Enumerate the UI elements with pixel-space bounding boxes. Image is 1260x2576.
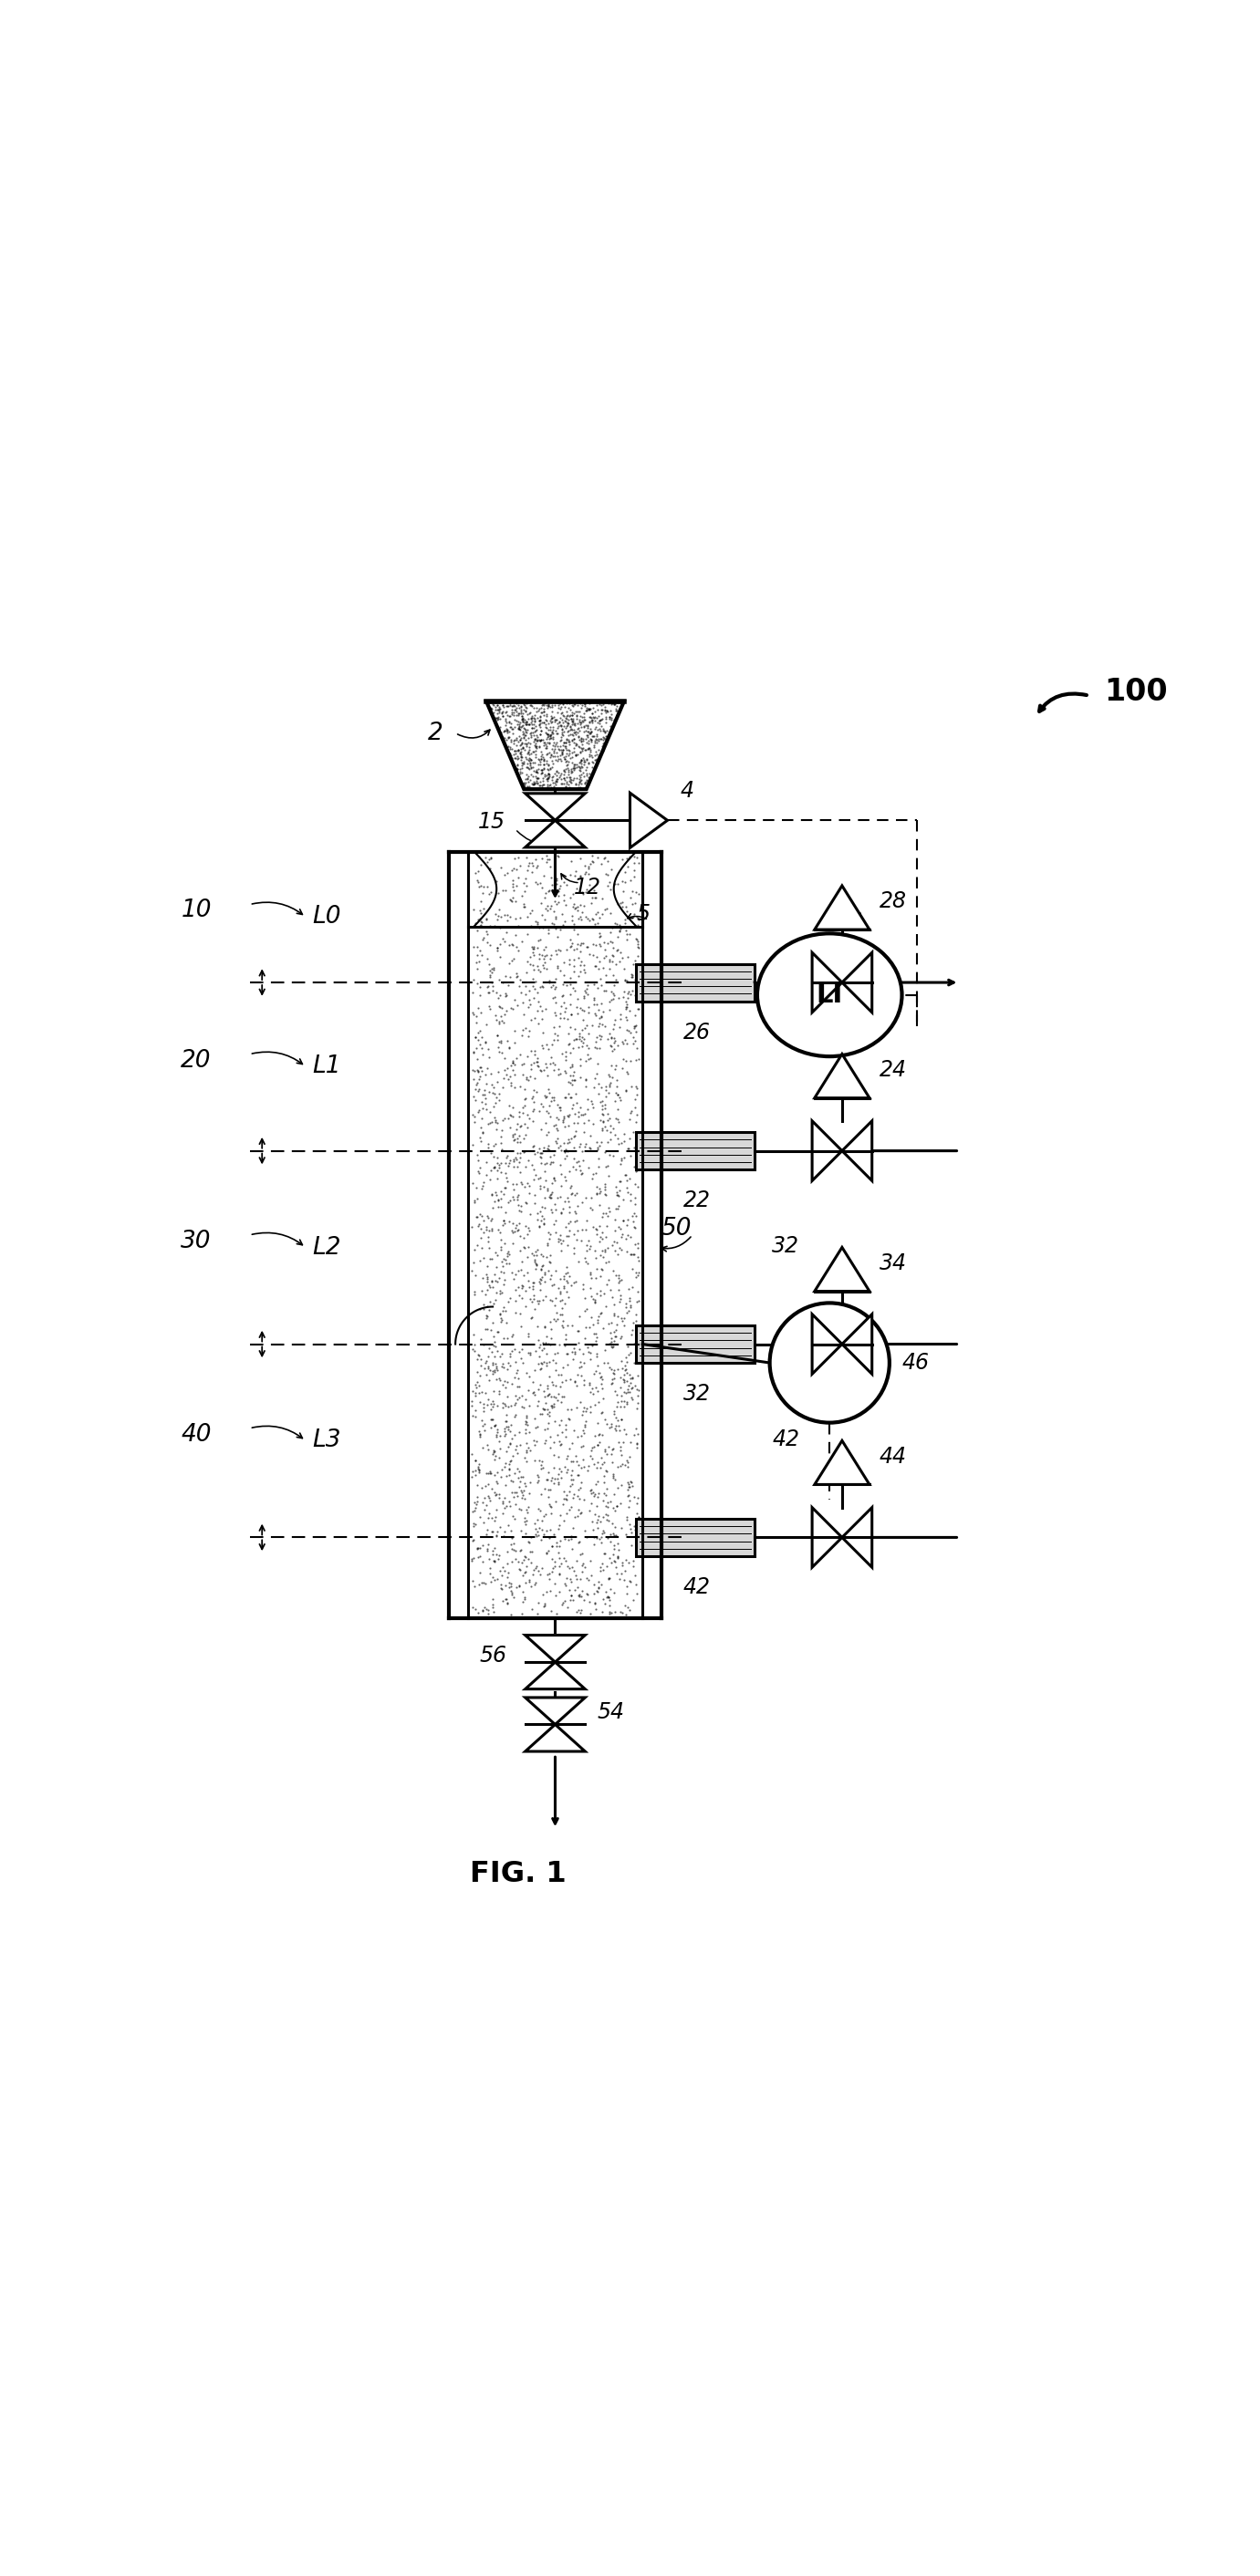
Polygon shape [525,819,585,848]
Polygon shape [815,886,869,930]
Text: 44: 44 [879,1445,907,1468]
Polygon shape [525,1723,585,1752]
Text: FIG. 1: FIG. 1 [470,1860,566,1888]
Polygon shape [842,1314,872,1373]
Polygon shape [842,1121,872,1180]
Text: 32: 32 [683,1383,711,1404]
Bar [636,1327,755,1363]
Polygon shape [525,1698,585,1723]
Bar [636,1131,755,1170]
Text: L0: L0 [312,904,340,930]
Text: 45: 45 [810,1363,837,1386]
Polygon shape [813,1121,842,1180]
Text: 30: 30 [181,1229,212,1252]
Text: 26: 26 [683,1023,711,1043]
Polygon shape [630,793,668,848]
Polygon shape [525,1636,585,1662]
Text: 28: 28 [879,891,907,912]
Polygon shape [813,953,842,1012]
Text: 46: 46 [902,1352,930,1373]
Text: 50: 50 [662,1216,692,1242]
Bar [636,963,755,1002]
Text: 2: 2 [427,721,444,744]
Text: 34: 34 [879,1252,907,1275]
Text: 22: 22 [683,1190,711,1211]
Text: 5: 5 [636,904,650,925]
Text: 56: 56 [479,1646,507,1667]
Text: 10: 10 [181,899,212,922]
Text: 42: 42 [683,1577,711,1597]
Polygon shape [813,1314,842,1373]
Polygon shape [842,953,872,1012]
Polygon shape [525,1662,585,1690]
Text: L1: L1 [312,1054,340,1079]
Polygon shape [813,1507,842,1566]
Polygon shape [815,1054,869,1097]
Text: L2: L2 [312,1236,340,1260]
Polygon shape [525,793,585,819]
Ellipse shape [770,1303,890,1422]
Text: 40: 40 [181,1422,212,1445]
Bar [643,853,662,1618]
Polygon shape [815,1247,869,1291]
Text: 15: 15 [478,811,505,832]
Text: 4: 4 [680,781,693,801]
Bar [449,853,467,1618]
Text: 12: 12 [573,876,601,899]
Polygon shape [842,1507,872,1566]
Text: 16: 16 [835,912,863,933]
Text: 24: 24 [879,1059,907,1082]
Text: L3: L3 [312,1430,340,1453]
Text: 20: 20 [181,1048,212,1072]
Ellipse shape [757,933,902,1056]
Text: 42: 42 [772,1427,800,1450]
Polygon shape [486,701,624,788]
Text: 54: 54 [597,1700,625,1723]
Text: 100: 100 [1104,677,1168,706]
Polygon shape [815,1440,869,1484]
Bar [636,1520,755,1556]
Text: LI: LI [816,981,843,1007]
Text: 32: 32 [772,1234,800,1257]
